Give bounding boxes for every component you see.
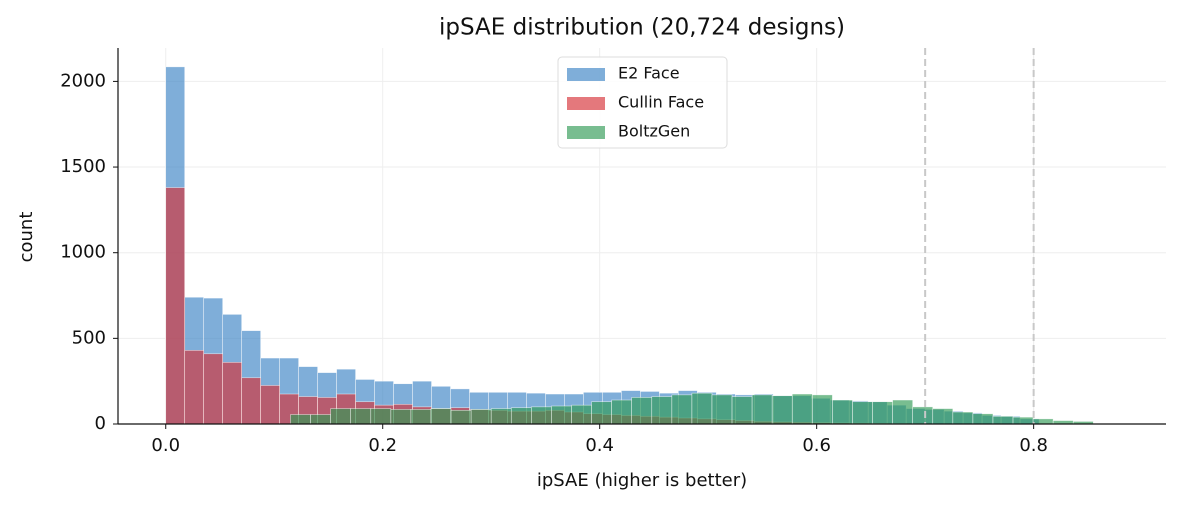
bar [972, 413, 994, 425]
bar [791, 393, 813, 425]
bar [260, 385, 280, 425]
bar [932, 408, 954, 425]
bar [731, 396, 753, 425]
bar [912, 406, 934, 425]
legend-swatch [567, 97, 605, 110]
bar [184, 350, 205, 425]
bar [832, 399, 853, 425]
y-tick-label: 0 [95, 413, 106, 434]
bar [711, 394, 733, 425]
bar [551, 405, 572, 425]
bar [812, 394, 833, 425]
bar [611, 399, 632, 425]
legend-label: Cullin Face [618, 93, 704, 112]
bar [390, 409, 412, 425]
bar [330, 408, 352, 425]
bar [992, 415, 1014, 425]
bar [510, 407, 532, 425]
bar [290, 414, 311, 425]
bar [1032, 418, 1054, 425]
bar [470, 409, 492, 425]
bar [410, 409, 432, 425]
bar [852, 401, 873, 425]
bar [751, 394, 773, 425]
bar [203, 353, 223, 425]
x-axis-label: ipSAE (higher is better) [537, 470, 747, 491]
bar [430, 408, 452, 425]
bar [450, 409, 472, 425]
y-tick-label: 500 [72, 327, 106, 348]
chart-title: ipSAE distribution (20,724 designs) [439, 15, 845, 41]
legend-label: E2 Face [618, 64, 680, 83]
x-tick-label: 0.6 [802, 435, 831, 456]
y-tick-label: 1000 [60, 242, 106, 263]
bar [370, 408, 392, 425]
bar [490, 408, 512, 425]
bar [350, 408, 372, 425]
bar [952, 411, 974, 425]
legend-swatch [567, 68, 605, 81]
bar [671, 394, 693, 425]
bar [1012, 416, 1034, 425]
bar [631, 397, 653, 425]
bar [872, 401, 893, 425]
bar [571, 404, 592, 425]
y-tick-label: 2000 [60, 70, 106, 91]
x-tick-label: 0.8 [1019, 435, 1048, 456]
x-tick-label: 0.0 [151, 435, 180, 456]
y-tick-label: 1500 [60, 156, 106, 177]
bar [892, 399, 913, 425]
bar [591, 401, 612, 425]
y-axis-label: count [16, 212, 37, 263]
bar [531, 406, 552, 425]
legend-swatch [567, 126, 605, 139]
bar [222, 362, 242, 425]
x-tick-label: 0.2 [368, 435, 397, 456]
x-tick-label: 0.4 [585, 435, 614, 456]
bar [241, 377, 261, 425]
bar [651, 396, 673, 425]
bar [771, 395, 793, 425]
bar [310, 414, 331, 425]
bar [165, 187, 186, 425]
legend-label: BoltzGen [618, 122, 690, 141]
bar [691, 392, 713, 425]
